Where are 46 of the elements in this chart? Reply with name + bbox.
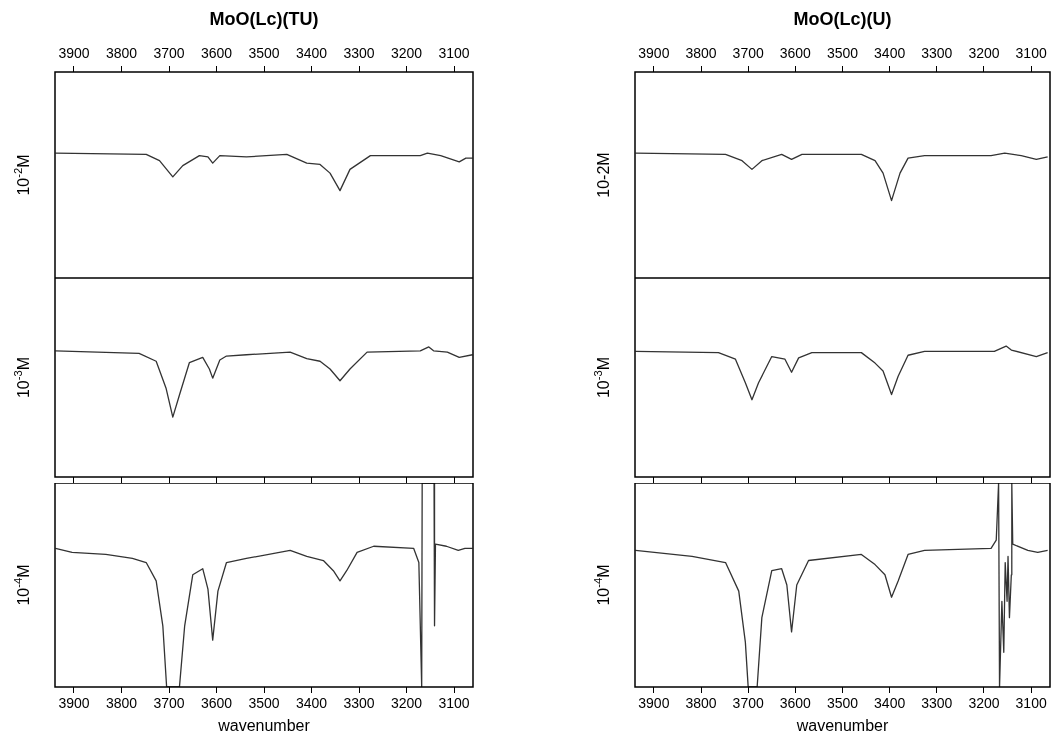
x-tick-label: 3900 bbox=[638, 695, 670, 712]
x-axis-title: wavenumber bbox=[217, 716, 311, 734]
x-tick-label: 3300 bbox=[921, 45, 953, 62]
y-axis-title: 10-2M bbox=[11, 154, 33, 196]
y-axis-title: 10-2M bbox=[595, 152, 613, 198]
y-axis-title: 10-3M bbox=[11, 356, 33, 399]
x-tick-label: 3100 bbox=[438, 695, 470, 712]
x-tick-label: 3500 bbox=[248, 695, 280, 712]
x-tick-label: 3100 bbox=[438, 45, 470, 62]
x-tick-label: 3800 bbox=[105, 695, 138, 712]
x-tick-label: 3400 bbox=[295, 695, 328, 712]
x-tick-label: 3700 bbox=[153, 695, 185, 712]
chart-title: MoO(Lc)(U) bbox=[793, 8, 892, 29]
x-tick-label: 3900 bbox=[58, 45, 90, 62]
x-tick-label: 3900 bbox=[58, 695, 90, 712]
x-tick-label: 3500 bbox=[826, 695, 859, 712]
y-axis-title: 10-3M bbox=[591, 356, 613, 399]
y-axis-title: 10-4M bbox=[591, 564, 613, 606]
x-tick-label: 3600 bbox=[200, 695, 233, 712]
x-tick-label: 3300 bbox=[921, 695, 953, 712]
x-tick-label: 3800 bbox=[105, 45, 138, 62]
x-tick-label: 3200 bbox=[390, 695, 423, 712]
x-tick-label: 3200 bbox=[390, 45, 423, 62]
x-tick-label: 3600 bbox=[200, 45, 233, 62]
x-tick-label: 3600 bbox=[779, 695, 812, 712]
x-tick-label: 3500 bbox=[248, 45, 280, 62]
x-tick-label: 3100 bbox=[1015, 695, 1047, 712]
y-axis-title: 10-4M bbox=[11, 564, 33, 606]
x-tick-label: 3300 bbox=[343, 695, 375, 712]
x-tick-label: 3700 bbox=[153, 45, 185, 62]
x-tick-label: 3800 bbox=[685, 45, 717, 62]
chart-title: MoO(Lc)(TU) bbox=[209, 8, 319, 29]
x-tick-label: 3400 bbox=[295, 45, 328, 62]
x-tick-label: 3200 bbox=[968, 695, 1000, 712]
x-tick-label: 3800 bbox=[685, 695, 717, 712]
x-tick-label: 3400 bbox=[874, 45, 906, 62]
x-tick-label: 3900 bbox=[638, 45, 670, 62]
x-tick-label: 3700 bbox=[732, 695, 764, 712]
x-tick-label: 3700 bbox=[732, 45, 764, 62]
x-tick-label: 3200 bbox=[968, 45, 1000, 62]
x-tick-label: 3300 bbox=[343, 45, 375, 62]
x-tick-label: 3400 bbox=[874, 695, 906, 712]
x-tick-label: 3100 bbox=[1015, 45, 1047, 62]
x-axis-title: wavenumber bbox=[795, 716, 889, 734]
x-tick-label: 3600 bbox=[779, 45, 812, 62]
x-tick-label: 3500 bbox=[826, 45, 859, 62]
